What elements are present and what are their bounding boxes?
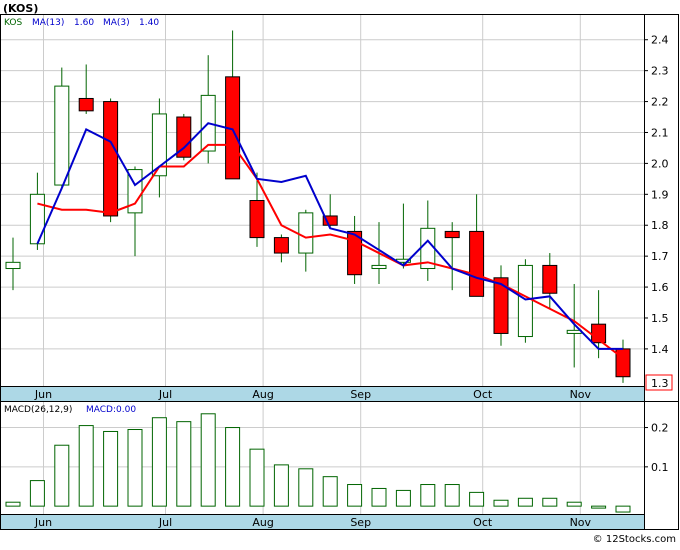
candle-down: [78, 97, 94, 112]
legend-ma13-label: MA(13): [32, 18, 64, 28]
candle-down: [176, 116, 192, 158]
macd-xaxis-band: [1, 515, 644, 529]
macd-bar: [103, 430, 119, 507]
candle-down: [103, 101, 119, 217]
candle-down: [273, 237, 289, 254]
macd-bar: [54, 444, 70, 507]
macd-bar: [566, 501, 582, 507]
price-ytick-label: 2.4: [651, 34, 669, 47]
macd-month-label: Sep: [350, 516, 371, 529]
price-ytick-label: 1.6: [651, 281, 669, 294]
price-month-label: Jul: [158, 388, 172, 401]
price-ytick-label: 1.5: [651, 312, 669, 325]
macd-bar: [322, 476, 338, 507]
candle-up: [371, 264, 387, 270]
legend-ticker: KOS: [4, 18, 22, 28]
macd-bar: [395, 489, 411, 507]
price-ytick-label: 2.0: [651, 157, 669, 170]
macd-bar: [444, 484, 460, 507]
candle-up: [54, 85, 70, 186]
candle-up: [517, 264, 533, 338]
macd-bar: [176, 421, 192, 507]
price-month-labels: Jun Jul Aug Sep Oct Nov: [34, 388, 592, 401]
macd-bar: [591, 505, 607, 509]
macd-value: MACD:0.00: [86, 405, 136, 415]
chart-title: (KOS): [3, 2, 38, 15]
macd-bars: [5, 413, 631, 513]
candle-down: [444, 230, 460, 239]
macd-bar: [493, 499, 509, 507]
macd-bar: [127, 429, 143, 507]
macd-bar: [347, 484, 363, 507]
price-month-label: Sep: [350, 388, 371, 401]
macd-bar: [5, 501, 21, 507]
macd-title: MACD(26,12,9): [4, 405, 72, 415]
footer-credit: © 12Stocks.com: [593, 534, 676, 545]
macd-bar: [200, 413, 216, 507]
price-ytick-label: 1.8: [651, 219, 669, 232]
last-price-badge: [645, 374, 673, 391]
price-xaxis-band: [1, 387, 644, 401]
macd-bar: [298, 468, 314, 507]
candle-down: [322, 215, 338, 226]
price-ytick-label: 1.9: [651, 188, 669, 201]
candle-down: [249, 200, 265, 239]
macd-bar: [273, 464, 289, 507]
candle-down: [493, 277, 509, 334]
price-ytick-label: 2.1: [651, 126, 669, 139]
candle-down: [615, 348, 631, 378]
macd-bar: [615, 505, 631, 513]
macd-month-label: Oct: [473, 516, 493, 529]
macd-month-label: Jun: [34, 516, 52, 529]
macd-panel-border: [0, 401, 679, 530]
macd-bar: [517, 497, 533, 507]
price-ytick-label: 2.3: [651, 65, 669, 78]
macd-ytick-label: 0.2: [651, 422, 669, 435]
macd-ytick-label: 0.1: [651, 461, 669, 474]
macd-yaxis-ticks: 0.2 0.1: [644, 422, 669, 474]
candle-up: [5, 261, 21, 270]
macd-bar: [371, 487, 387, 507]
price-ytick-label: 1.7: [651, 250, 669, 263]
ma3-series-line: [36, 122, 623, 350]
price-yaxis-ticks: 2.4 2.3 2.2 2.1 2.0 1.9 1.8 1.7 1.6 1.5 1.4: [644, 34, 669, 356]
macd-bar: [78, 425, 94, 507]
candle-down: [542, 264, 558, 294]
macd-month-label: Nov: [570, 516, 592, 529]
price-ytick-label: 1.4: [651, 343, 669, 356]
candle-up: [566, 329, 582, 334]
macd-bar: [542, 497, 558, 507]
candle-up: [298, 212, 314, 254]
macd-bar: [29, 480, 45, 507]
macd-bar: [249, 448, 265, 507]
macd-month-label: Aug: [252, 516, 273, 529]
macd-month-labels: Jun Jul Aug Sep Oct Nov: [34, 516, 592, 529]
price-month-label: Oct: [473, 388, 493, 401]
candle-down: [469, 230, 485, 297]
price-month-label: Nov: [570, 388, 592, 401]
last-price-value: 1.3: [651, 377, 669, 390]
price-ytick-label: 2.2: [651, 96, 669, 109]
price-panel-border: [0, 14, 679, 402]
candle-up: [29, 193, 45, 245]
price-month-label: Aug: [252, 388, 273, 401]
macd-bar: [151, 417, 167, 507]
price-month-label: Jun: [34, 388, 52, 401]
macd-bar: [420, 484, 436, 507]
legend-ma13-value: 1.60: [74, 18, 94, 28]
legend-ma3-label: MA(3): [103, 18, 130, 28]
legend-ma3-value: 1.40: [139, 18, 159, 28]
candle-up: [151, 113, 167, 177]
macd-bar: [225, 427, 241, 507]
ma13-series-line: [37, 143, 624, 359]
macd-bar: [469, 491, 485, 507]
macd-month-label: Jul: [158, 516, 172, 529]
